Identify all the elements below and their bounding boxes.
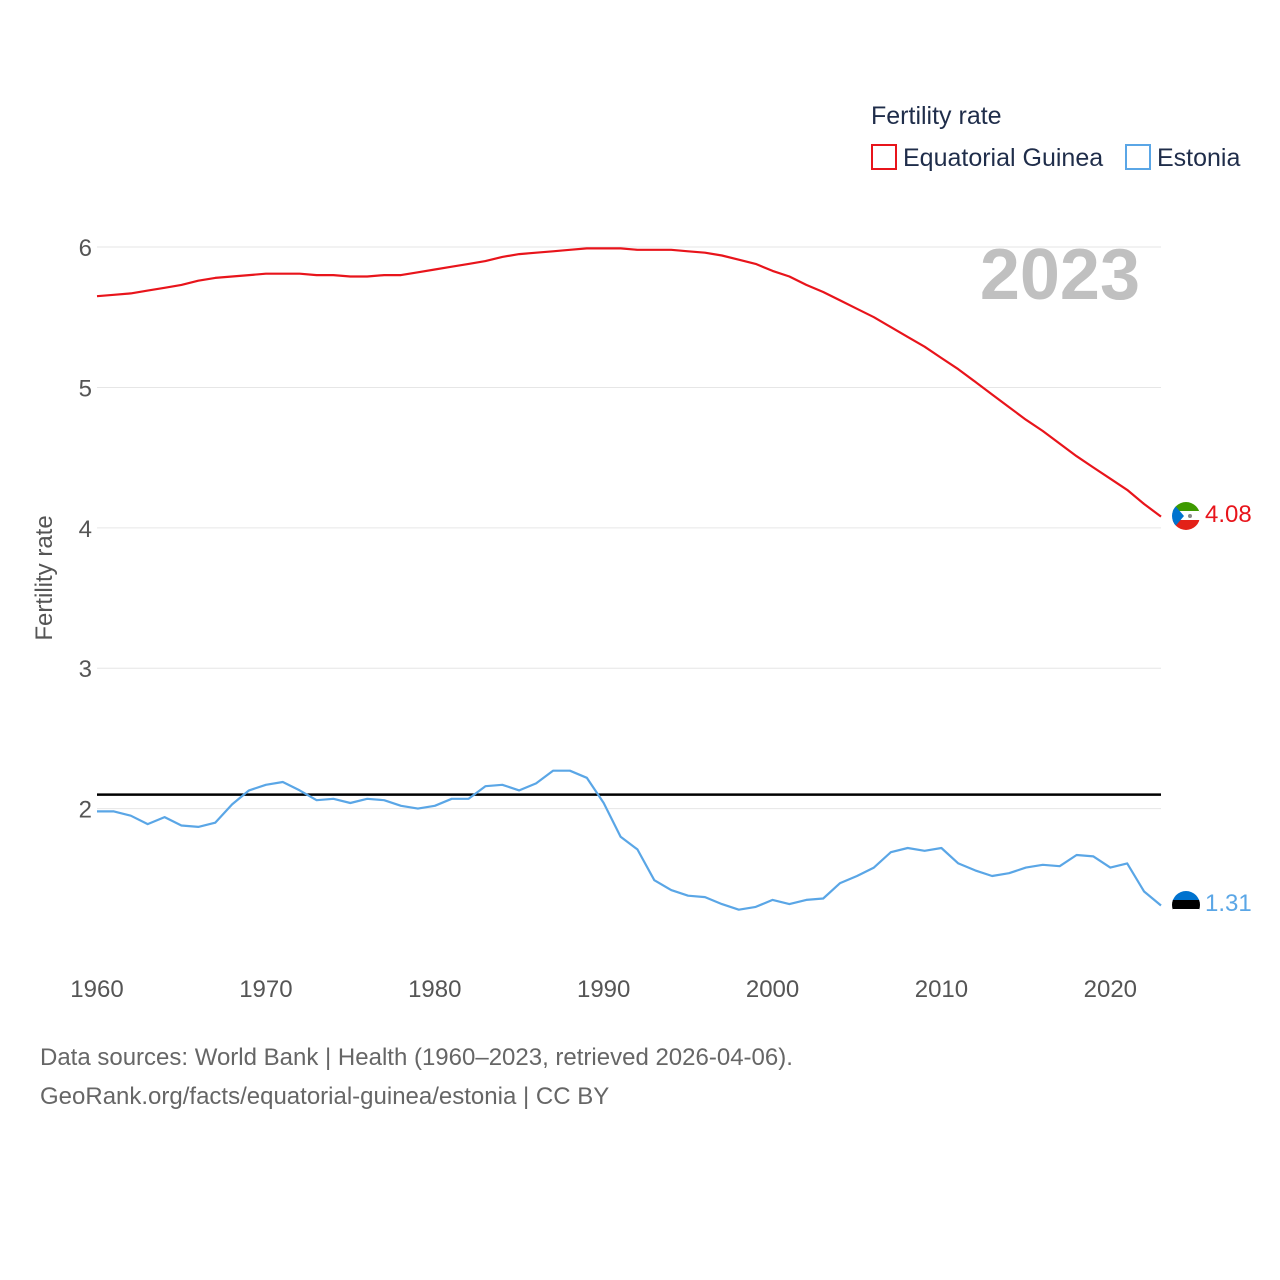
- legend: Fertility rate Equatorial Guinea Estonia: [871, 102, 1240, 172]
- estonia-flag-icon: [1172, 891, 1200, 919]
- y-tick-label: 6: [79, 235, 92, 262]
- legend-title: Fertility rate: [871, 102, 1002, 130]
- gridlines: [97, 246, 1161, 810]
- x-tick-label: 1960: [70, 976, 123, 1003]
- y-tick-label: 4: [79, 516, 92, 543]
- end-value-estonia: 1.31: [1205, 890, 1252, 917]
- series-line-equatorial-guinea[interactable]: [96, 247, 1162, 518]
- y-tick-label: 3: [79, 656, 92, 683]
- end-value-equatorial-guinea: 4.08: [1205, 501, 1252, 528]
- x-tick-label: 1990: [577, 976, 630, 1003]
- x-tick-label: 2000: [746, 976, 799, 1003]
- y-tick-label: 5: [79, 375, 92, 402]
- legend-label-estonia[interactable]: Estonia: [1157, 144, 1240, 172]
- series-lines: [96, 247, 1162, 911]
- data-source-note: Data sources: World Bank | Health (1960–…: [40, 1044, 793, 1071]
- legend-label-equatorial-guinea[interactable]: Equatorial Guinea: [903, 144, 1103, 172]
- equatorial-guinea-flag-icon: [1172, 502, 1200, 530]
- y-axis-ticks: 2 3 4 5 6: [79, 235, 92, 824]
- attribution-link[interactable]: GeoRank.org/facts/equatorial-guinea/esto…: [40, 1083, 610, 1110]
- series-line-estonia[interactable]: [97, 769, 1162, 911]
- y-axis-title: Fertility rate: [31, 515, 58, 640]
- year-watermark: 2023: [980, 235, 1140, 315]
- x-tick-label: 1980: [408, 976, 461, 1003]
- x-tick-label: 2020: [1084, 976, 1137, 1003]
- x-axis-ticks: 1960 1970 1980 1990 2000 2010 2020: [70, 976, 1137, 1003]
- x-tick-label: 1970: [239, 976, 292, 1003]
- x-tick-label: 2010: [915, 976, 968, 1003]
- y-tick-label: 2: [79, 797, 92, 824]
- legend-swatch-estonia[interactable]: [1125, 144, 1151, 170]
- fertility-rate-chart: 2 3 4 5 6 1960 1970 1980 1990 2000 2010 2020 Ferti…: [31, 102, 1252, 1003]
- legend-swatch-equatorial-guinea[interactable]: [871, 144, 897, 170]
